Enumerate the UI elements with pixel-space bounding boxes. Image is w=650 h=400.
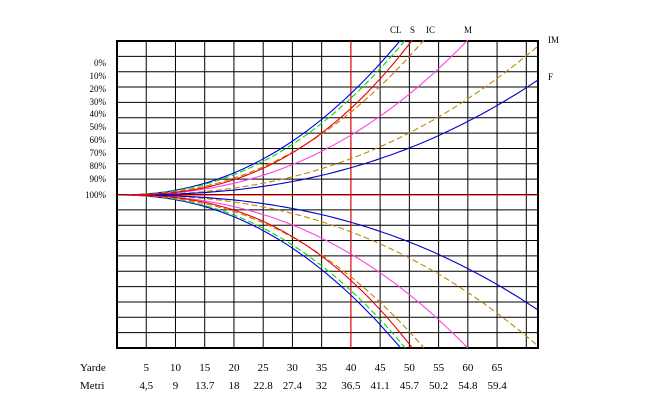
y-axis-label: 50%: [90, 122, 107, 132]
x-tick-label: 36.5: [341, 380, 361, 392]
labels: CL S IC M IM F 0% 10% 20% 30% 40% 50% 60% 70% 80% 90% 10…: [80, 25, 559, 392]
x-tick-label: 50: [404, 362, 416, 374]
y-axis-label: 30%: [90, 97, 107, 107]
y-axis-label: 20%: [90, 84, 107, 94]
red-curve-lower: [117, 194, 413, 349]
f-curve-lower: [117, 194, 539, 311]
x-tick-label: 45: [375, 362, 387, 374]
x-tick-label: 15: [199, 362, 211, 374]
x-tick-label: 13.7: [195, 380, 215, 392]
y-axis-label: 40%: [90, 109, 107, 119]
x-tick-label: 50.2: [429, 380, 448, 392]
x-tick-label: 22.8: [254, 380, 274, 392]
y-axis-label: 100%: [85, 190, 107, 200]
ic-curve-lower: [117, 194, 425, 349]
axis-row-title-yards: Yarde: [80, 362, 106, 374]
y-axis-label: 60%: [90, 135, 107, 145]
im-curve-upper: [117, 45, 539, 196]
x-tick-label: 25: [258, 362, 270, 374]
x-tick-label: 20: [228, 362, 240, 374]
x-tick-label: 45.7: [400, 380, 420, 392]
x-tick-label: 10: [170, 362, 182, 374]
y-axis-label: 10%: [90, 71, 107, 81]
x-tick-label: 32: [316, 380, 327, 392]
y-axis-label: 0%: [94, 58, 107, 68]
series-label-im: IM: [548, 35, 559, 45]
f-curve-upper: [117, 79, 539, 196]
x-tick-label: 9: [173, 380, 179, 392]
x-tick-label: 5: [143, 362, 149, 374]
series-label-ic: IC: [426, 25, 435, 35]
x-tick-label: 35: [316, 362, 328, 374]
red-curve-upper: [117, 39, 413, 196]
grid: [116, 40, 539, 349]
ic-curve-upper: [117, 39, 425, 196]
x-tick-label: 4,5: [139, 380, 153, 392]
x-tick-label: 27.4: [283, 380, 303, 392]
series-label-s: S: [410, 25, 415, 35]
x-tick-label: 40: [345, 362, 357, 374]
y-axis-label: 70%: [90, 148, 107, 158]
s-curve-lower: [117, 194, 406, 349]
curves: [117, 39, 539, 349]
x-tick-label: 65: [492, 362, 504, 374]
x-tick-label: 18: [228, 380, 240, 392]
x-tick-label: 55: [433, 362, 445, 374]
s-curve-upper: [117, 39, 406, 196]
x-tick-label: 54.8: [458, 380, 478, 392]
im-curve-lower: [117, 194, 539, 347]
x-tick-label: 60: [462, 362, 474, 374]
series-label-m: M: [464, 25, 472, 35]
x-tick-label: 30: [287, 362, 299, 374]
axis-row-title-meters: Metri: [80, 380, 104, 392]
y-axis-label: 90%: [90, 174, 107, 184]
x-tick-label: 41.1: [371, 380, 390, 392]
y-axis-label: 80%: [90, 161, 107, 171]
x-tick-label: 59.4: [487, 380, 507, 392]
series-label-f: F: [548, 72, 553, 82]
series-label-cl: CL: [390, 25, 402, 35]
